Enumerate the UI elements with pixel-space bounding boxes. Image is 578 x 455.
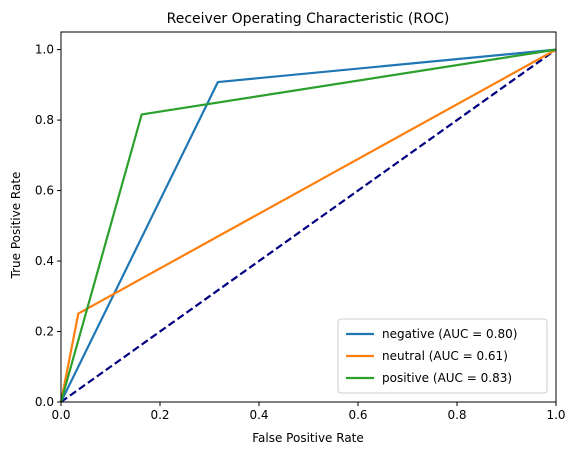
y-tick-label: 0.6 xyxy=(35,184,54,198)
x-axis-label: False Positive Rate xyxy=(252,431,364,445)
x-tick-label: 0.8 xyxy=(447,408,466,422)
y-axis-label: True Positive Rate xyxy=(9,172,23,280)
series-line-2 xyxy=(59,48,557,403)
series-line-1 xyxy=(59,48,557,403)
x-tick-label: 0.2 xyxy=(150,408,169,422)
legend-label-1: neutral (AUC = 0.61) xyxy=(382,349,508,363)
y-tick-label: 1.0 xyxy=(35,43,54,57)
x-tick-label: 1.0 xyxy=(546,408,565,422)
legend-label-0: negative (AUC = 0.80) xyxy=(382,327,517,341)
y-tick-label: 0.4 xyxy=(35,254,54,268)
legend: negative (AUC = 0.80) neutral (AUC = 0.61… xyxy=(337,318,548,394)
legend-label-2: positive (AUC = 0.83) xyxy=(382,371,512,385)
y-tick-label: 0.2 xyxy=(35,325,54,339)
legend-box xyxy=(337,318,548,394)
chart-title: Receiver Operating Characteristic (ROC) xyxy=(167,11,450,27)
y-tick-label: 0.8 xyxy=(35,113,54,127)
x-tick-label: 0.6 xyxy=(348,408,367,422)
axes-frame xyxy=(60,31,557,403)
y-tick-label: 0.0 xyxy=(35,395,54,409)
x-tick-label: 0.4 xyxy=(249,408,268,422)
plot-area: 0.0 0.2 0.4 0.6 0.8 1.0 0.0 0.2 0.4 0.6 0.8 1.0 xyxy=(35,31,566,422)
reference-diagonal-line xyxy=(60,48,557,403)
x-tick-label: 0.0 xyxy=(51,408,70,422)
